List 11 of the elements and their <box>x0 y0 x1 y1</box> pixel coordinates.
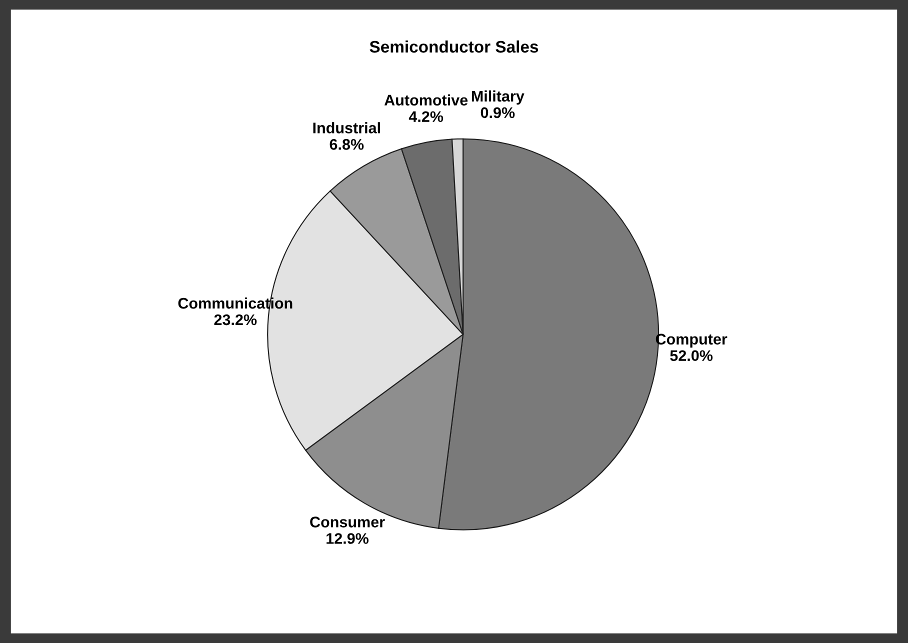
slice-label: Industrial <box>313 122 380 134</box>
data-label: 0.9% <box>480 107 515 118</box>
data-label: 52.0% <box>670 350 713 362</box>
data-label: 23.2% <box>214 314 257 326</box>
slice-label: Automotive <box>384 94 468 106</box>
data-label: 6.8% <box>330 139 364 150</box>
chart-title: Semiconductor Sales <box>370 40 538 53</box>
data-label: 12.9% <box>326 533 369 544</box>
slice-label: Military <box>472 90 524 105</box>
data-label: 4.2% <box>408 111 444 122</box>
slice-label: Consumer <box>310 516 385 528</box>
